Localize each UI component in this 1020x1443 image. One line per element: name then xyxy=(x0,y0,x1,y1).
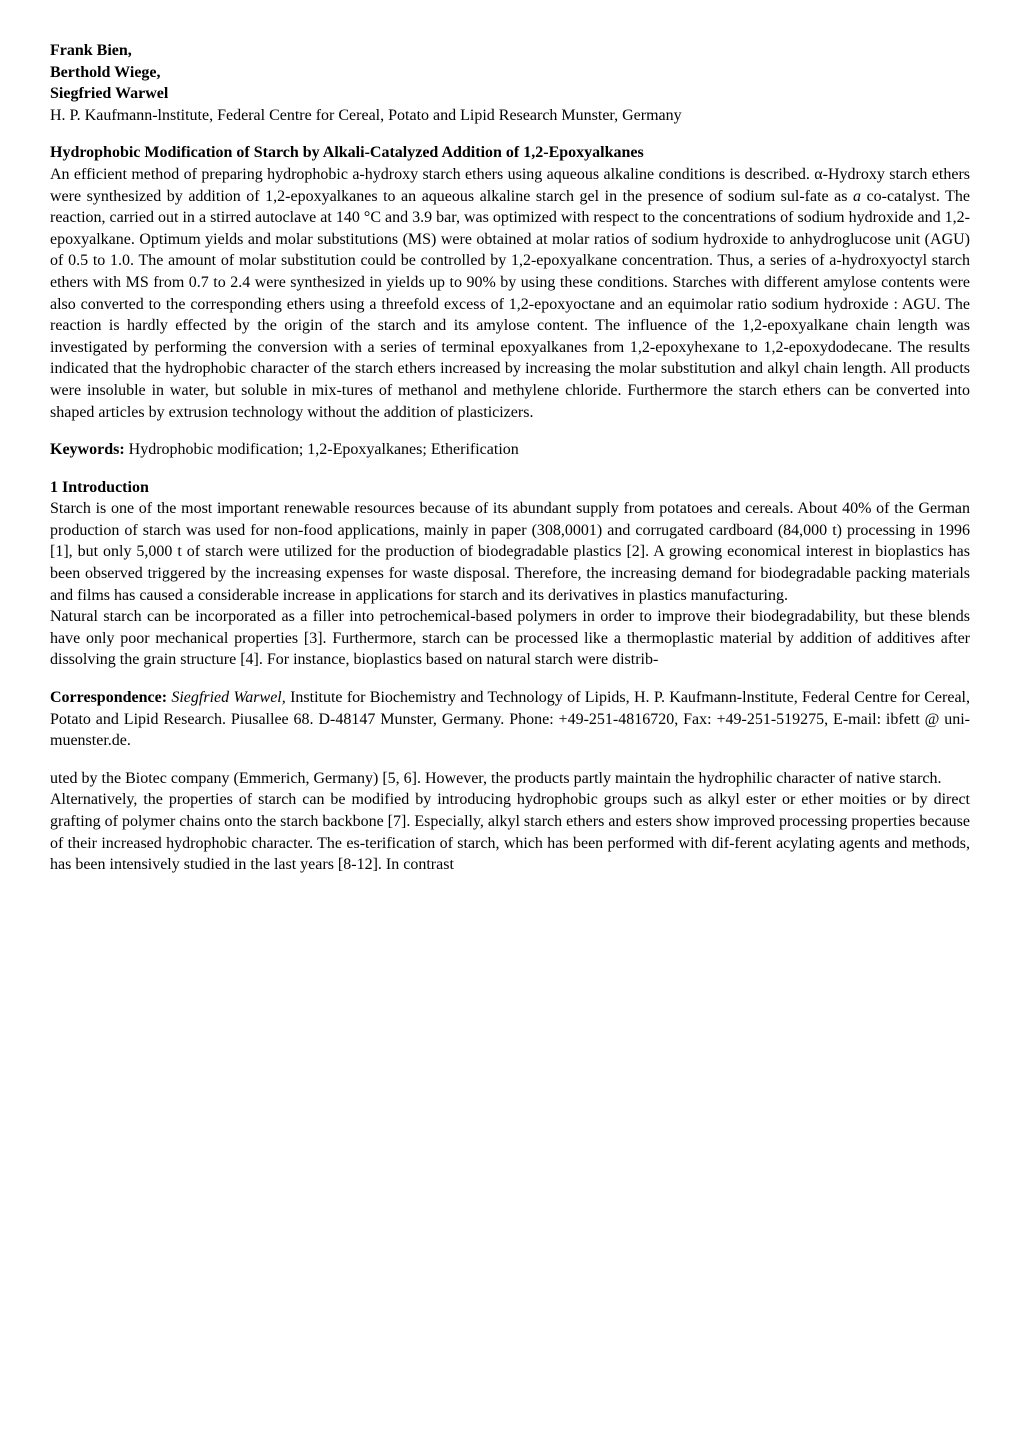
keywords-label: Keywords: xyxy=(50,441,125,458)
keywords-text: Hydrophobic modification; 1,2-Epoxyalkan… xyxy=(125,441,519,458)
author-name-1: Frank Bien, xyxy=(50,40,970,62)
correspondence-label: Correspondence: xyxy=(50,689,167,706)
abstract-text-1: An efficient method of preparing hydroph… xyxy=(50,166,970,205)
section-1-para-2: Natural starch can be incorporated as a … xyxy=(50,606,970,671)
abstract-text-2: co-catalyst. The reaction, carried out i… xyxy=(50,188,970,421)
correspondence-block: Correspondence: Siegfried Warwel, Instit… xyxy=(50,687,970,752)
affiliation: H. P. Kaufmann-lnstitute, Federal Centre… xyxy=(50,105,970,127)
keywords-line: Keywords: Hydrophobic modification; 1,2-… xyxy=(50,439,970,461)
correspondence-name: Siegfried Warwel, xyxy=(167,689,286,706)
continuation-para-1: uted by the Biotec company (Emmerich, Ge… xyxy=(50,768,970,790)
abstract-italic-1: a xyxy=(853,188,861,205)
author-block: Frank Bien, Berthold Wiege, Siegfried Wa… xyxy=(50,40,970,105)
continuation-para-2: Alternatively, the properties of starch … xyxy=(50,789,970,875)
section-1-heading: 1 Introduction xyxy=(50,477,970,499)
paper-title: Hydrophobic Modification of Starch by Al… xyxy=(50,142,970,164)
section-1-para-1: Starch is one of the most important rene… xyxy=(50,498,970,606)
author-name-2: Berthold Wiege, xyxy=(50,62,970,84)
abstract: An efficient method of preparing hydroph… xyxy=(50,164,970,423)
author-name-3: Siegfried Warwel xyxy=(50,83,970,105)
